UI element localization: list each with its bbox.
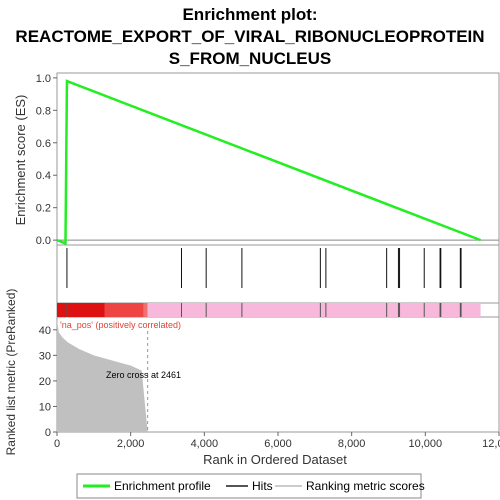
x-tick-label: 6,000 [264, 438, 292, 450]
legend-enrichment-label: Enrichment profile [114, 479, 211, 493]
zero-cross-label: Zero cross at 2461 [106, 370, 181, 380]
ranking-heat-bar [57, 303, 481, 317]
positive-correlation-label: 'na_pos' (positively correlated) [60, 320, 181, 330]
es-y-tick-label: 0.8 [36, 105, 51, 117]
x-tick-label: 0 [54, 438, 60, 450]
es-panel-frame [56, 72, 500, 246]
es-y-tick-label: 1.0 [36, 73, 51, 85]
x-axis-ticks: 0 2,000 4,000 6,000 8,000 10,000 12,000 [54, 432, 500, 450]
metric-y-tick-label: 20 [39, 376, 51, 388]
metric-y-axis-ticks: 0 10 20 30 40 [39, 325, 57, 439]
es-y-axis-label: Enrichment score (ES) [13, 95, 28, 226]
metric-y-tick-label: 0 [45, 427, 51, 439]
chart-title-line2: REACTOME_EXPORT_OF_VIRAL_RIBONUCLEOPROTE… [15, 27, 484, 46]
metric-y-tick-label: 40 [39, 325, 51, 337]
es-y-tick-label: 0.2 [36, 203, 51, 215]
hit-markers-group [66, 248, 462, 288]
heatbar-strong-positive [57, 303, 105, 317]
enrichment-profile-line [56, 79, 482, 246]
x-tick-label: 2,000 [117, 438, 145, 450]
enrichment-line-group [56, 79, 482, 246]
metric-y-tick-label: 10 [39, 401, 51, 413]
legend-hits-label: Hits [252, 479, 273, 493]
x-tick-label: 10,000 [409, 438, 443, 450]
metric-y-axis-label: Ranked list metric (PreRanked) [4, 289, 18, 456]
es-y-axis-ticks: 0.0 0.2 0.4 0.6 0.8 1.0 [36, 73, 57, 247]
heatbar-near-zero [147, 303, 481, 317]
x-axis-label: Rank in Ordered Dataset [203, 452, 347, 467]
ranked-metric-area [57, 319, 148, 432]
es-y-tick-label: 0.6 [36, 138, 51, 150]
x-tick-label: 4,000 [191, 438, 219, 450]
ranked-metric-group [57, 319, 149, 432]
metric-y-tick-label: 30 [39, 350, 51, 362]
hits-panel-frame [56, 244, 500, 304]
x-tick-label: 8,000 [338, 438, 366, 450]
legend-metric-label: Ranking metric scores [306, 479, 425, 493]
legend-box [76, 473, 422, 499]
heatbar-positive [104, 303, 144, 317]
es-y-tick-label: 0.4 [36, 170, 51, 182]
chart-title-line3: S_FROM_NUCLEUS [169, 49, 331, 68]
chart-title-line1: Enrichment plot: [182, 5, 317, 24]
heatbar-weak-positive [143, 303, 148, 317]
es-y-tick-label: 0.0 [36, 235, 51, 247]
x-tick-label: 12,000 [482, 438, 500, 450]
